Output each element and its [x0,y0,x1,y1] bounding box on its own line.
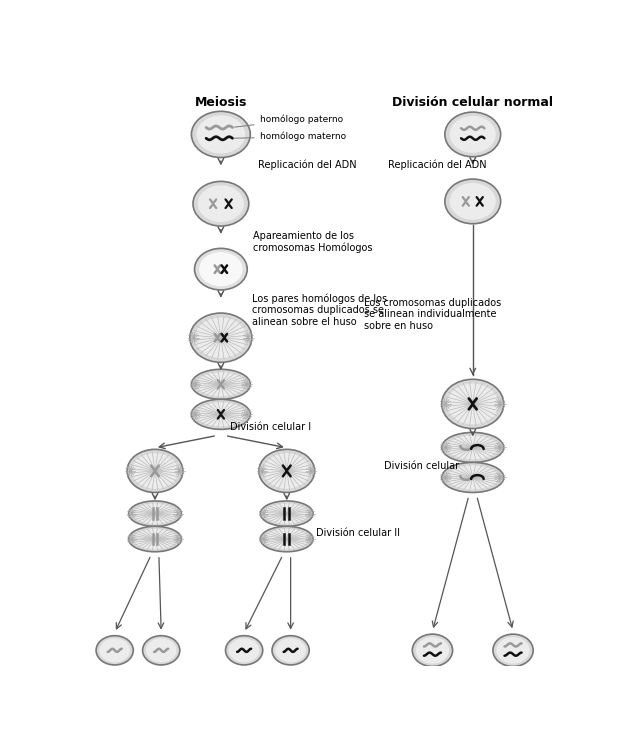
Ellipse shape [129,527,182,552]
Ellipse shape [132,453,178,488]
Text: Meiosis: Meiosis [195,96,247,109]
Ellipse shape [192,111,250,158]
Ellipse shape [264,453,310,488]
Ellipse shape [197,373,245,396]
Ellipse shape [260,527,313,552]
Ellipse shape [259,450,314,492]
Ellipse shape [272,636,309,665]
Ellipse shape [129,501,182,527]
Ellipse shape [146,638,177,663]
Ellipse shape [192,399,250,429]
Text: Los pares homólogos de los
cromosomas duplicados se
alinean sobre el huso: Los pares homólogos de los cromosomas du… [252,293,387,327]
Text: División celular normal: División celular normal [392,96,553,109]
Ellipse shape [416,637,449,663]
Text: Replicación del ADN: Replicación del ADN [388,159,486,170]
Ellipse shape [260,501,313,527]
Text: homólogo materno: homólogo materno [234,132,346,141]
Ellipse shape [275,638,306,663]
Ellipse shape [190,313,252,362]
Text: División celular: División celular [384,462,459,471]
Ellipse shape [229,638,260,663]
Ellipse shape [450,116,496,153]
Ellipse shape [493,634,533,666]
Text: División celular I: División celular I [230,423,311,432]
Ellipse shape [192,370,250,399]
Ellipse shape [197,115,245,153]
Ellipse shape [96,636,133,665]
Ellipse shape [226,636,263,665]
Ellipse shape [441,432,503,462]
Ellipse shape [195,317,246,358]
Text: Replicación del ADN: Replicación del ADN [258,160,356,171]
Ellipse shape [199,252,242,286]
Ellipse shape [195,248,247,290]
Text: Los cromosomas duplicados
se alinean individualmente
sobre en huso: Los cromosomas duplicados se alinean ind… [365,298,502,331]
Ellipse shape [441,462,503,492]
Ellipse shape [198,186,244,222]
Ellipse shape [127,450,183,492]
Ellipse shape [445,179,501,224]
Ellipse shape [450,183,496,220]
Ellipse shape [445,112,501,157]
Ellipse shape [133,503,177,524]
Ellipse shape [193,182,249,226]
Ellipse shape [412,634,453,666]
Ellipse shape [265,529,309,549]
Text: División celular II: División celular II [316,527,400,538]
Ellipse shape [133,529,177,549]
Ellipse shape [447,465,498,489]
Text: homólogo paterno: homólogo paterno [234,114,343,127]
Ellipse shape [497,637,529,663]
Ellipse shape [441,379,503,429]
Text: Apareamiento de los
cromosomas Homólogos: Apareamiento de los cromosomas Homólogos [254,230,373,253]
Ellipse shape [447,384,498,424]
Ellipse shape [143,636,180,665]
Ellipse shape [447,435,498,459]
Ellipse shape [265,503,309,524]
Ellipse shape [99,638,130,663]
Ellipse shape [197,402,245,426]
